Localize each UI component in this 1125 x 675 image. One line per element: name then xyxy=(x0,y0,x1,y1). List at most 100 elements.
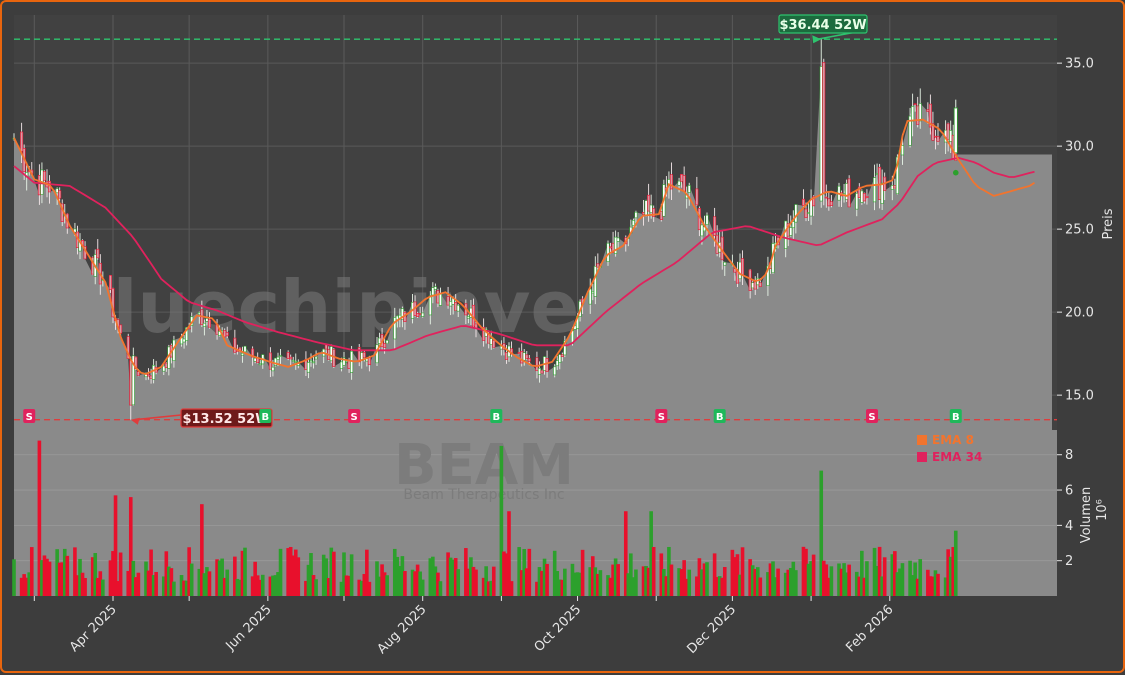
volume-bar xyxy=(682,560,686,596)
candle-body xyxy=(55,188,59,194)
volume-bar xyxy=(509,581,514,596)
candle-body xyxy=(695,188,699,206)
volume-bar xyxy=(375,561,379,596)
signal-badge-s xyxy=(866,409,878,423)
volume-bar xyxy=(794,570,798,596)
candle-body xyxy=(136,371,140,376)
candle-body xyxy=(271,366,275,372)
low-52w-label: $13.52 52W xyxy=(182,412,269,427)
x-tick-label: Oct 2025 xyxy=(532,602,585,655)
volume-bar xyxy=(951,547,956,596)
candle-body xyxy=(197,312,201,315)
volume-bar xyxy=(629,553,633,596)
volume-bar xyxy=(73,547,77,596)
volume-bar xyxy=(854,571,859,596)
volume-bar xyxy=(410,569,415,596)
candle-body xyxy=(385,340,389,344)
candle-body xyxy=(339,361,343,369)
candle-body xyxy=(911,106,915,122)
volume-bar xyxy=(27,572,32,596)
candle-body xyxy=(527,358,531,362)
volume-bar xyxy=(948,556,953,596)
candle-body xyxy=(362,352,366,358)
volume-bar xyxy=(24,577,29,596)
volume-bar xyxy=(108,560,113,596)
legend-swatch-ema8 xyxy=(917,435,927,445)
volume-bar xyxy=(740,547,745,596)
candle-body xyxy=(537,367,541,375)
candle-body xyxy=(504,352,508,360)
volume-bar xyxy=(418,571,422,596)
volume-bar xyxy=(113,495,118,596)
price-tick-label: 15.0 xyxy=(1065,389,1094,404)
volume-bar xyxy=(382,572,387,596)
volume-bar xyxy=(225,569,230,596)
volume-bar xyxy=(542,558,547,596)
volume-bar xyxy=(634,569,638,596)
candle-body xyxy=(862,193,866,202)
volume-bar xyxy=(128,497,133,596)
volume-bar xyxy=(151,575,156,596)
ema-lines xyxy=(13,118,1035,375)
volume-bar xyxy=(806,563,811,596)
volume-bar xyxy=(788,567,793,596)
volume-bar xyxy=(527,548,532,596)
candle-body xyxy=(96,248,100,259)
candle-body xyxy=(393,317,397,340)
volume-bar xyxy=(47,561,52,596)
x-tick-label: Feb 2026 xyxy=(843,602,896,655)
candle-body xyxy=(555,360,559,367)
volume-bar xyxy=(753,568,758,596)
candle-body xyxy=(634,211,638,219)
volume-bar xyxy=(715,576,719,596)
volume-bar xyxy=(395,556,400,596)
volume-bar xyxy=(862,577,867,596)
volume-bar xyxy=(651,547,656,596)
volume-bar xyxy=(722,567,727,596)
volume-bar xyxy=(946,549,950,596)
volume-bar xyxy=(953,530,958,596)
volume-bar xyxy=(646,567,651,596)
volume-bar xyxy=(519,570,524,596)
volume-bar xyxy=(456,569,461,596)
volume-bar xyxy=(365,549,369,596)
x-tick-label: Aug 2025 xyxy=(375,602,430,657)
volume-bar xyxy=(222,577,227,596)
volume-bar xyxy=(611,564,615,596)
volume-bar xyxy=(380,564,384,596)
volume-bar xyxy=(819,470,824,596)
legend-label-ema34: EMA 34 xyxy=(932,450,982,464)
high-52w-annotation: $36.44 52W xyxy=(778,14,868,44)
candle-body xyxy=(433,286,437,290)
volume-bar xyxy=(535,581,539,596)
candle-body xyxy=(560,354,564,357)
volume-bar xyxy=(481,577,486,596)
volume-bar xyxy=(839,568,844,596)
volume-bar xyxy=(464,548,468,596)
volume-bar xyxy=(750,565,755,596)
candle-body xyxy=(240,352,244,356)
candle-body xyxy=(324,344,328,350)
candle-body xyxy=(649,204,653,213)
candle-body xyxy=(900,145,904,156)
volume-y-axis: 2 4 6 8 xyxy=(1057,448,1073,569)
candle-body xyxy=(131,355,135,406)
volume-bar xyxy=(791,561,796,596)
candle-body xyxy=(723,261,727,266)
volume-bar xyxy=(593,567,598,596)
volume-bar xyxy=(758,577,763,596)
volume-bar xyxy=(578,572,582,596)
volume-tick-label: 6 xyxy=(1065,484,1073,499)
volume-bar xyxy=(829,566,834,596)
signal-label: S xyxy=(868,412,875,423)
candle-body xyxy=(819,66,823,202)
candle-body xyxy=(700,224,704,237)
price-y-axis: 15.0 20.0 25.0 30.0 35.0 xyxy=(1057,57,1094,404)
volume-bar xyxy=(842,563,846,596)
price-area-fill xyxy=(14,66,1052,430)
volume-bar xyxy=(913,562,917,596)
low-52w-box xyxy=(180,408,273,428)
volume-bar xyxy=(552,550,557,596)
volume-bar xyxy=(872,547,877,596)
